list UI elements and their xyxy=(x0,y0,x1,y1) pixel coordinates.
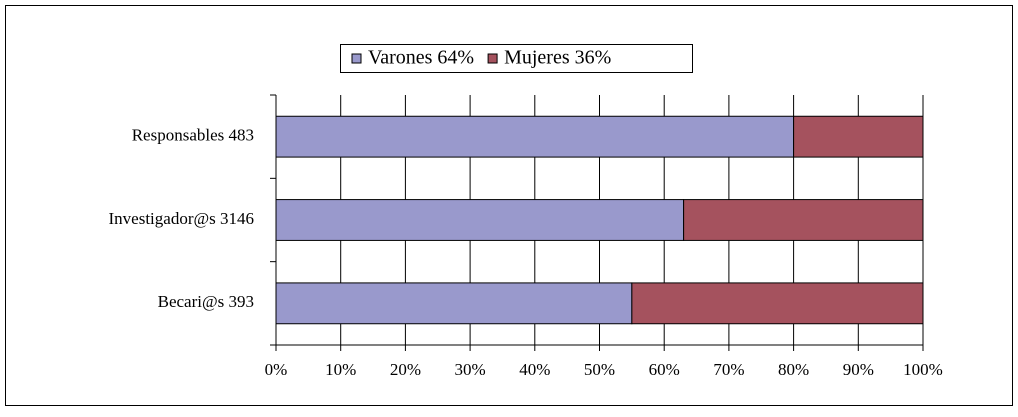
x-tick-label: 30% xyxy=(455,360,486,379)
x-tick-label: 0% xyxy=(265,360,288,379)
x-tick-label: 50% xyxy=(584,360,615,379)
legend-swatch xyxy=(351,53,362,64)
x-tick-label: 60% xyxy=(649,360,680,379)
bar-segment xyxy=(275,282,633,325)
y-tick-label: Responsables 483 xyxy=(132,126,254,145)
y-tick-label: Becari@s 393 xyxy=(158,292,254,311)
x-tick-label: 40% xyxy=(519,360,550,379)
x-tick-label: 10% xyxy=(325,360,356,379)
bar-segment xyxy=(631,282,924,325)
bar-segment xyxy=(683,199,924,241)
bar-segment xyxy=(793,115,924,158)
legend-box xyxy=(340,44,693,73)
x-tick-label: 20% xyxy=(390,360,421,379)
chart-frame xyxy=(5,5,1013,406)
y-tick-label: Investigador@s 3146 xyxy=(109,209,255,228)
legend-swatch xyxy=(487,53,498,64)
legend-label: Varones 64% xyxy=(368,47,474,69)
legend-label: Mujeres 36% xyxy=(504,47,611,69)
x-tick-label: 100% xyxy=(903,360,943,379)
x-tick-label: 90% xyxy=(843,360,874,379)
bar-segment xyxy=(275,199,685,241)
x-tick-label: 70% xyxy=(713,360,744,379)
x-tick-label: 80% xyxy=(778,360,809,379)
bar-segment xyxy=(275,115,795,158)
